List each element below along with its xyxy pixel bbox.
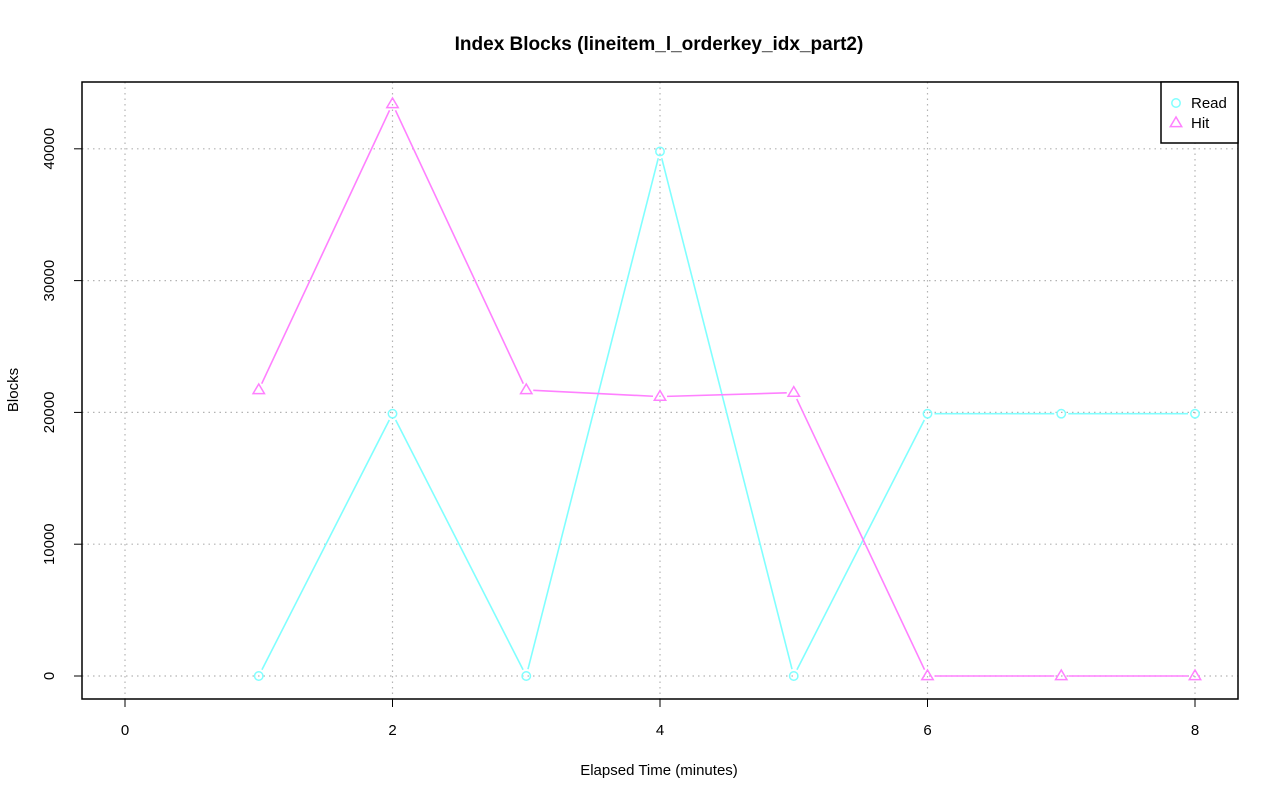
data-point-read — [253, 671, 264, 681]
data-point-hit — [385, 96, 400, 109]
data-point-read — [788, 671, 799, 681]
y-tick-label: 20000 — [41, 392, 58, 434]
data-point-read — [1190, 408, 1200, 419]
y-tick-label: 30000 — [41, 260, 58, 302]
data-point-hit — [519, 382, 534, 395]
y-tick-label: 0 — [41, 672, 58, 680]
series-hit — [251, 96, 1203, 681]
legend: Read Hit — [1160, 81, 1239, 144]
data-point-read — [655, 146, 665, 157]
data-point-read — [521, 671, 532, 681]
series-read-segment — [660, 158, 793, 670]
series-hit-segment — [260, 110, 391, 384]
chart-title: Index Blocks (lineitem_l_orderkey_idx_pa… — [455, 34, 864, 55]
data-point-read — [922, 408, 933, 419]
data-point-hit — [920, 668, 935, 681]
legend-marker-hit — [1168, 115, 1184, 128]
series-read-segment — [527, 158, 660, 670]
legend-box — [1160, 81, 1239, 144]
series-hit-segment — [394, 110, 525, 384]
series-layer — [251, 96, 1203, 681]
x-tick-label: 2 — [388, 722, 396, 739]
series-hit-segment — [533, 389, 654, 398]
series-hit-segment — [666, 392, 787, 398]
series-read — [253, 146, 1200, 681]
y-axis: 0 10000 20000 30000 40000 — [41, 128, 82, 680]
data-point-hit — [652, 389, 668, 401]
data-point-read — [1056, 408, 1067, 419]
legend-label-read: Read — [1191, 95, 1227, 112]
x-tick-label: 6 — [923, 722, 931, 739]
x-axis-label: Elapsed Time (minutes) — [580, 762, 738, 779]
x-tick-label: 8 — [1191, 722, 1199, 739]
data-point-hit — [1187, 668, 1203, 681]
x-axis: 0 2 4 6 8 — [121, 699, 1199, 739]
data-point-hit — [786, 385, 801, 397]
legend-marker-read — [1171, 98, 1181, 108]
series-read-segment — [261, 419, 391, 671]
data-point-hit — [251, 382, 266, 395]
data-point-read — [387, 408, 398, 419]
y-axis-label: Blocks — [5, 368, 22, 412]
y-tick-label: 10000 — [41, 523, 58, 565]
series-hit-segment — [796, 398, 926, 671]
series-read-segment — [796, 419, 926, 671]
x-tick-label: 4 — [656, 722, 664, 739]
data-point-hit — [1054, 668, 1069, 681]
legend-label-hit: Hit — [1191, 115, 1210, 132]
x-tick-label: 0 — [121, 722, 129, 739]
y-tick-label: 40000 — [41, 128, 58, 170]
series-read-segment — [394, 419, 524, 671]
